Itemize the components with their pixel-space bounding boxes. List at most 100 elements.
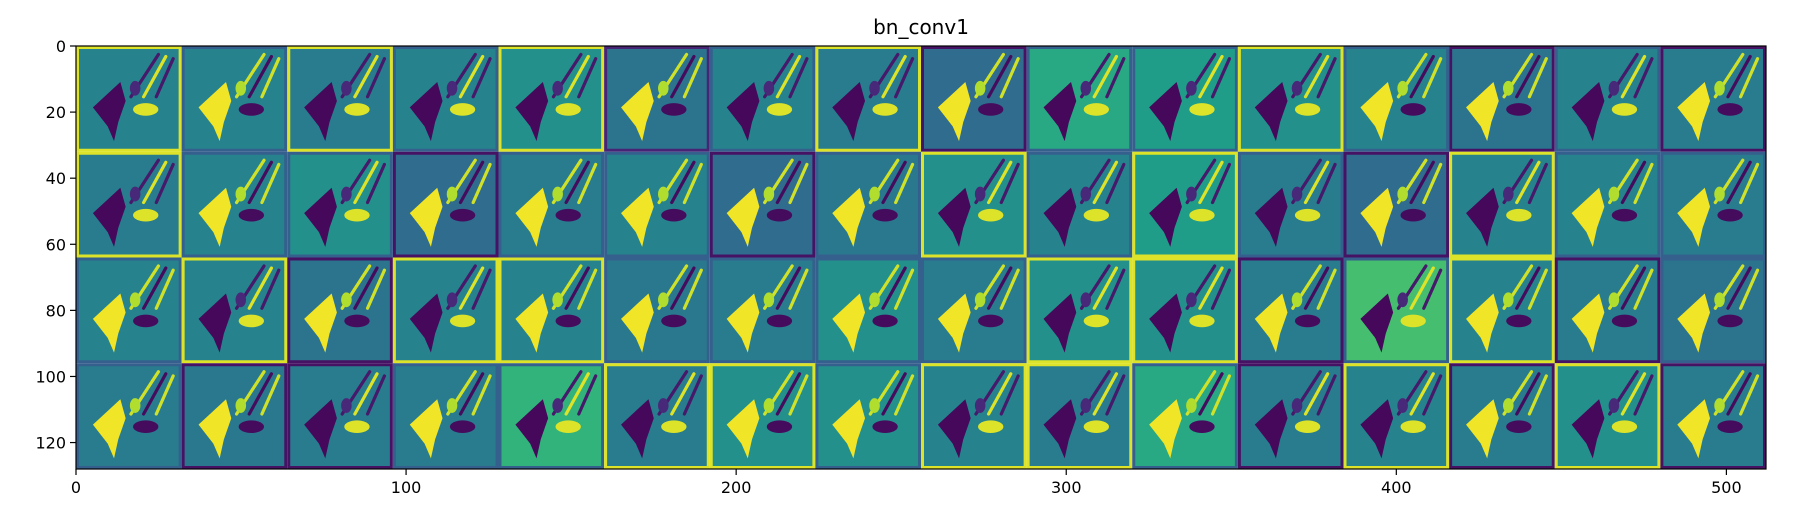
feature-map-tile xyxy=(181,46,288,152)
tile-blob xyxy=(937,187,971,247)
tile-streak xyxy=(999,268,1020,310)
tile-spot xyxy=(978,103,1004,116)
tile-spot xyxy=(238,103,265,116)
tile-spot xyxy=(555,314,581,328)
tile-streak xyxy=(247,160,274,205)
tile-streak xyxy=(1633,374,1654,416)
tile-accent xyxy=(1714,292,1725,308)
tile-accent xyxy=(446,292,458,308)
tile-blob xyxy=(409,187,443,247)
tile-streak xyxy=(1739,57,1760,99)
tile-blob xyxy=(726,293,760,353)
tile-background xyxy=(1663,154,1764,255)
feature-map-tile xyxy=(498,151,605,258)
tile-accent xyxy=(1608,292,1620,308)
feature-map-tile xyxy=(1237,46,1344,152)
tile-spot xyxy=(661,208,687,222)
feature-map-tile xyxy=(1132,363,1238,469)
tile-streak xyxy=(986,266,1013,310)
tile-streak xyxy=(365,57,387,99)
tile-blob xyxy=(726,399,760,459)
feature-map-tile xyxy=(392,363,499,469)
tile-spot xyxy=(449,208,476,222)
tile-spot xyxy=(1611,208,1638,222)
tile-streak xyxy=(999,162,1020,205)
tile-blob xyxy=(304,81,337,142)
tile-background xyxy=(79,49,179,149)
tile-streak xyxy=(353,372,379,416)
tile-streak xyxy=(1527,162,1548,205)
tile-streak xyxy=(154,57,175,99)
tile-streak xyxy=(1316,268,1337,310)
tile-streak xyxy=(154,162,175,205)
tile-accent xyxy=(1397,292,1408,308)
tile-accent xyxy=(446,186,458,202)
tile-spot xyxy=(1611,314,1638,328)
feature-map-tile xyxy=(1554,151,1661,258)
tile-streak xyxy=(1105,57,1126,99)
tile-accent xyxy=(763,398,775,413)
tile-blob xyxy=(1571,293,1605,353)
feature-map-tile xyxy=(1026,363,1133,469)
tile-streak xyxy=(881,54,907,99)
tile-blob xyxy=(304,187,337,247)
tile-accent xyxy=(129,292,141,308)
tile-accent xyxy=(974,186,986,202)
tile-background xyxy=(1029,49,1130,149)
tile-accent xyxy=(1714,186,1725,202)
tile-streak xyxy=(788,162,809,205)
tile-blob xyxy=(1149,399,1182,459)
feature-map-tile xyxy=(392,257,499,364)
tile-streak xyxy=(1210,162,1232,205)
x-tick-label: 200 xyxy=(721,478,752,497)
tile-spot xyxy=(766,103,793,116)
tile-background xyxy=(1663,366,1764,466)
tile-streak xyxy=(1739,374,1760,416)
tile-streak xyxy=(365,162,387,205)
tile-accent xyxy=(1291,292,1303,308)
tile-blob xyxy=(1254,187,1288,247)
feature-map-tile xyxy=(921,257,1027,364)
tile-streak xyxy=(1105,162,1126,205)
tile-background xyxy=(79,366,179,466)
tile-streak xyxy=(247,372,274,416)
y-tick-label: 120 xyxy=(35,434,66,453)
feature-map-tile xyxy=(1343,46,1450,152)
tile-blob xyxy=(515,399,549,459)
tile-streak xyxy=(247,54,274,99)
tile-spot xyxy=(133,420,159,434)
tile-streak xyxy=(1422,162,1443,205)
feature-map-tile xyxy=(181,363,288,469)
tile-streak xyxy=(788,374,809,416)
tile-streak xyxy=(141,266,168,310)
x-axis: 0 100 200 300 400 500 xyxy=(71,469,1742,497)
tile-blob xyxy=(621,399,654,459)
feature-map-tile xyxy=(1237,257,1344,364)
feature-map-tile xyxy=(604,151,710,258)
tile-accent xyxy=(869,292,880,308)
tile-blob xyxy=(1571,399,1605,459)
feature-map-tile xyxy=(1554,46,1661,152)
tile-streak xyxy=(260,162,281,205)
tile-streak xyxy=(670,54,696,99)
tile-background xyxy=(290,260,390,361)
tile-streak xyxy=(1515,372,1541,416)
tile-accent xyxy=(763,292,775,308)
tile-accent xyxy=(1503,292,1514,308)
x-tick-label: 0 xyxy=(71,478,81,497)
tile-accent xyxy=(1080,398,1092,413)
tile-streak xyxy=(471,57,492,99)
feature-map-tile xyxy=(287,151,393,258)
tile-background xyxy=(1663,260,1764,361)
tile-spot xyxy=(661,103,687,116)
tile-accent xyxy=(341,186,352,202)
tile-blob xyxy=(515,293,549,353)
tile-blob xyxy=(832,399,866,459)
tile-accent xyxy=(869,186,880,202)
tile-spot xyxy=(344,103,370,116)
tile-streak xyxy=(775,372,802,416)
feature-map-tile xyxy=(181,151,288,258)
tile-blob xyxy=(1043,81,1077,142)
tile-blob xyxy=(1360,81,1394,142)
tile-spot xyxy=(1083,208,1110,222)
